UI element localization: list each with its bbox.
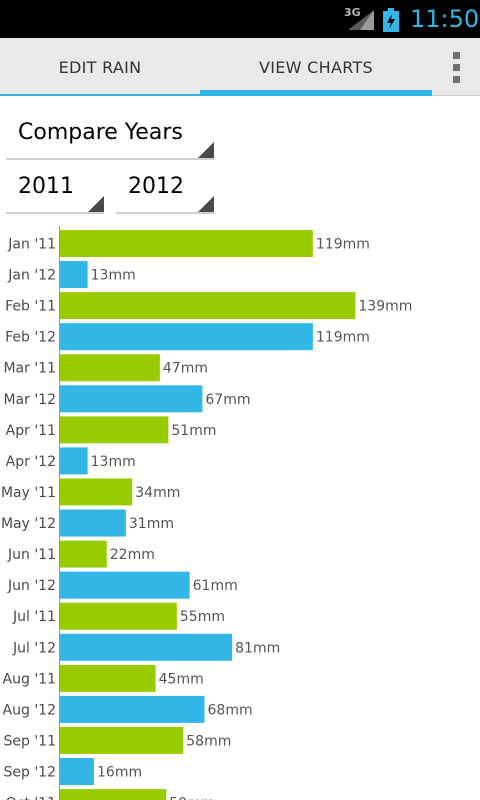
dropdown-corner-icon — [198, 142, 214, 158]
bar-2012 — [60, 633, 233, 661]
bar-category-label: Jul '12 — [12, 640, 56, 656]
bar-2012 — [60, 385, 203, 413]
bar-category-label: May '12 — [1, 516, 56, 532]
bar-2011 — [60, 664, 156, 692]
bar-2011 — [60, 478, 133, 506]
bar-value-label: 13mm — [91, 268, 136, 284]
bar-category-label: Apr '12 — [6, 454, 56, 470]
bar-2011 — [60, 602, 177, 630]
bar-category-label: Apr '11 — [6, 423, 56, 439]
dropdown-corner-icon — [88, 196, 104, 212]
bar-category-label: Oct '11 — [6, 796, 56, 800]
tab-bar: EDIT RAIN VIEW CHARTS — [0, 38, 480, 96]
bar-category-label: Aug '11 — [3, 671, 56, 687]
bar-category-label: Sep '11 — [4, 733, 57, 749]
bar-2012 — [60, 571, 190, 599]
chart-mode-value: Compare Years — [18, 120, 183, 145]
bar-2012 — [60, 758, 94, 786]
tab-edit-rain-label: EDIT RAIN — [58, 58, 142, 77]
overflow-dot — [453, 52, 460, 59]
bar-value-label: 61mm — [193, 578, 238, 594]
bar-2012 — [60, 261, 88, 289]
rainfall-chart-svg: Jan '11 119mm Jan '12 13mm Feb '11 139mm Feb '… — [1, 226, 412, 800]
bar-value-label: 119mm — [316, 330, 370, 346]
bar-value-label: 50mm — [169, 796, 214, 800]
bar-category-label: Aug '12 — [3, 702, 56, 718]
bar-2012 — [60, 695, 205, 723]
bar-category-label: Feb '11 — [5, 299, 56, 315]
bar-2012 — [60, 509, 126, 537]
status-bar: 3G 11:50 — [0, 0, 480, 38]
bar-2011 — [60, 292, 356, 320]
bar-2011 — [60, 540, 107, 568]
signal-icon — [348, 10, 374, 30]
bar-2012 — [60, 447, 88, 475]
bar-value-label: 22mm — [110, 547, 155, 563]
bar-value-label: 55mm — [180, 609, 225, 625]
bar-2012 — [60, 323, 313, 351]
clock: 11:50 — [410, 5, 480, 33]
bar-category-label: May '11 — [1, 485, 56, 501]
bar-category-label: Mar '11 — [3, 361, 56, 377]
overflow-menu-icon[interactable] — [432, 38, 480, 96]
tab-edit-rain[interactable]: EDIT RAIN — [0, 38, 200, 96]
bar-value-label: 47mm — [163, 361, 208, 377]
bar-value-label: 45mm — [159, 671, 204, 687]
tab-view-charts[interactable]: VIEW CHARTS — [200, 38, 432, 96]
bar-2011 — [60, 354, 160, 382]
bar-category-label: Jun '11 — [7, 547, 56, 563]
rainfall-chart: Jan '11 119mm Jan '12 13mm Feb '11 139mm Feb '… — [0, 226, 480, 800]
tab-edit-rain-indicator — [0, 94, 200, 96]
bar-value-label: 34mm — [135, 485, 180, 501]
bar-2011 — [60, 726, 184, 754]
bar-2011 — [60, 416, 169, 444]
bar-2011 — [60, 230, 313, 257]
overflow-dot — [453, 76, 460, 83]
tab-view-charts-label: VIEW CHARTS — [258, 58, 373, 77]
battery-charging-icon — [383, 8, 399, 32]
bar-value-label: 67mm — [205, 392, 250, 408]
year2-value: 2012 — [128, 174, 184, 199]
bar-value-label: 51mm — [171, 423, 216, 439]
bar-2011 — [60, 789, 167, 800]
bar-category-label: Jan '12 — [7, 268, 56, 284]
bar-value-label: 31mm — [129, 516, 174, 532]
network-type: 3G — [344, 6, 361, 19]
bar-category-label: Jul '11 — [12, 609, 56, 625]
bar-value-label: 139mm — [358, 299, 412, 315]
bar-value-label: 68mm — [208, 702, 253, 718]
bar-category-label: Jun '12 — [7, 578, 56, 594]
chart-mode-spinner[interactable]: Compare Years — [6, 116, 214, 160]
bar-category-label: Feb '12 — [5, 330, 56, 346]
bar-value-label: 81mm — [235, 640, 280, 656]
overflow-dot — [453, 64, 460, 71]
year1-value: 2011 — [18, 174, 74, 199]
bar-value-label: 119mm — [316, 237, 370, 253]
year1-spinner[interactable]: 2011 — [6, 170, 104, 214]
bar-value-label: 13mm — [91, 454, 136, 470]
bar-category-label: Sep '12 — [4, 765, 57, 781]
tab-view-charts-indicator — [200, 90, 432, 96]
bar-category-label: Mar '12 — [3, 392, 56, 408]
bar-value-label: 16mm — [97, 765, 142, 781]
bar-value-label: 58mm — [186, 733, 231, 749]
dropdown-corner-icon — [198, 196, 214, 212]
year2-spinner[interactable]: 2012 — [116, 170, 214, 214]
bar-category-label: Jan '11 — [7, 237, 56, 253]
